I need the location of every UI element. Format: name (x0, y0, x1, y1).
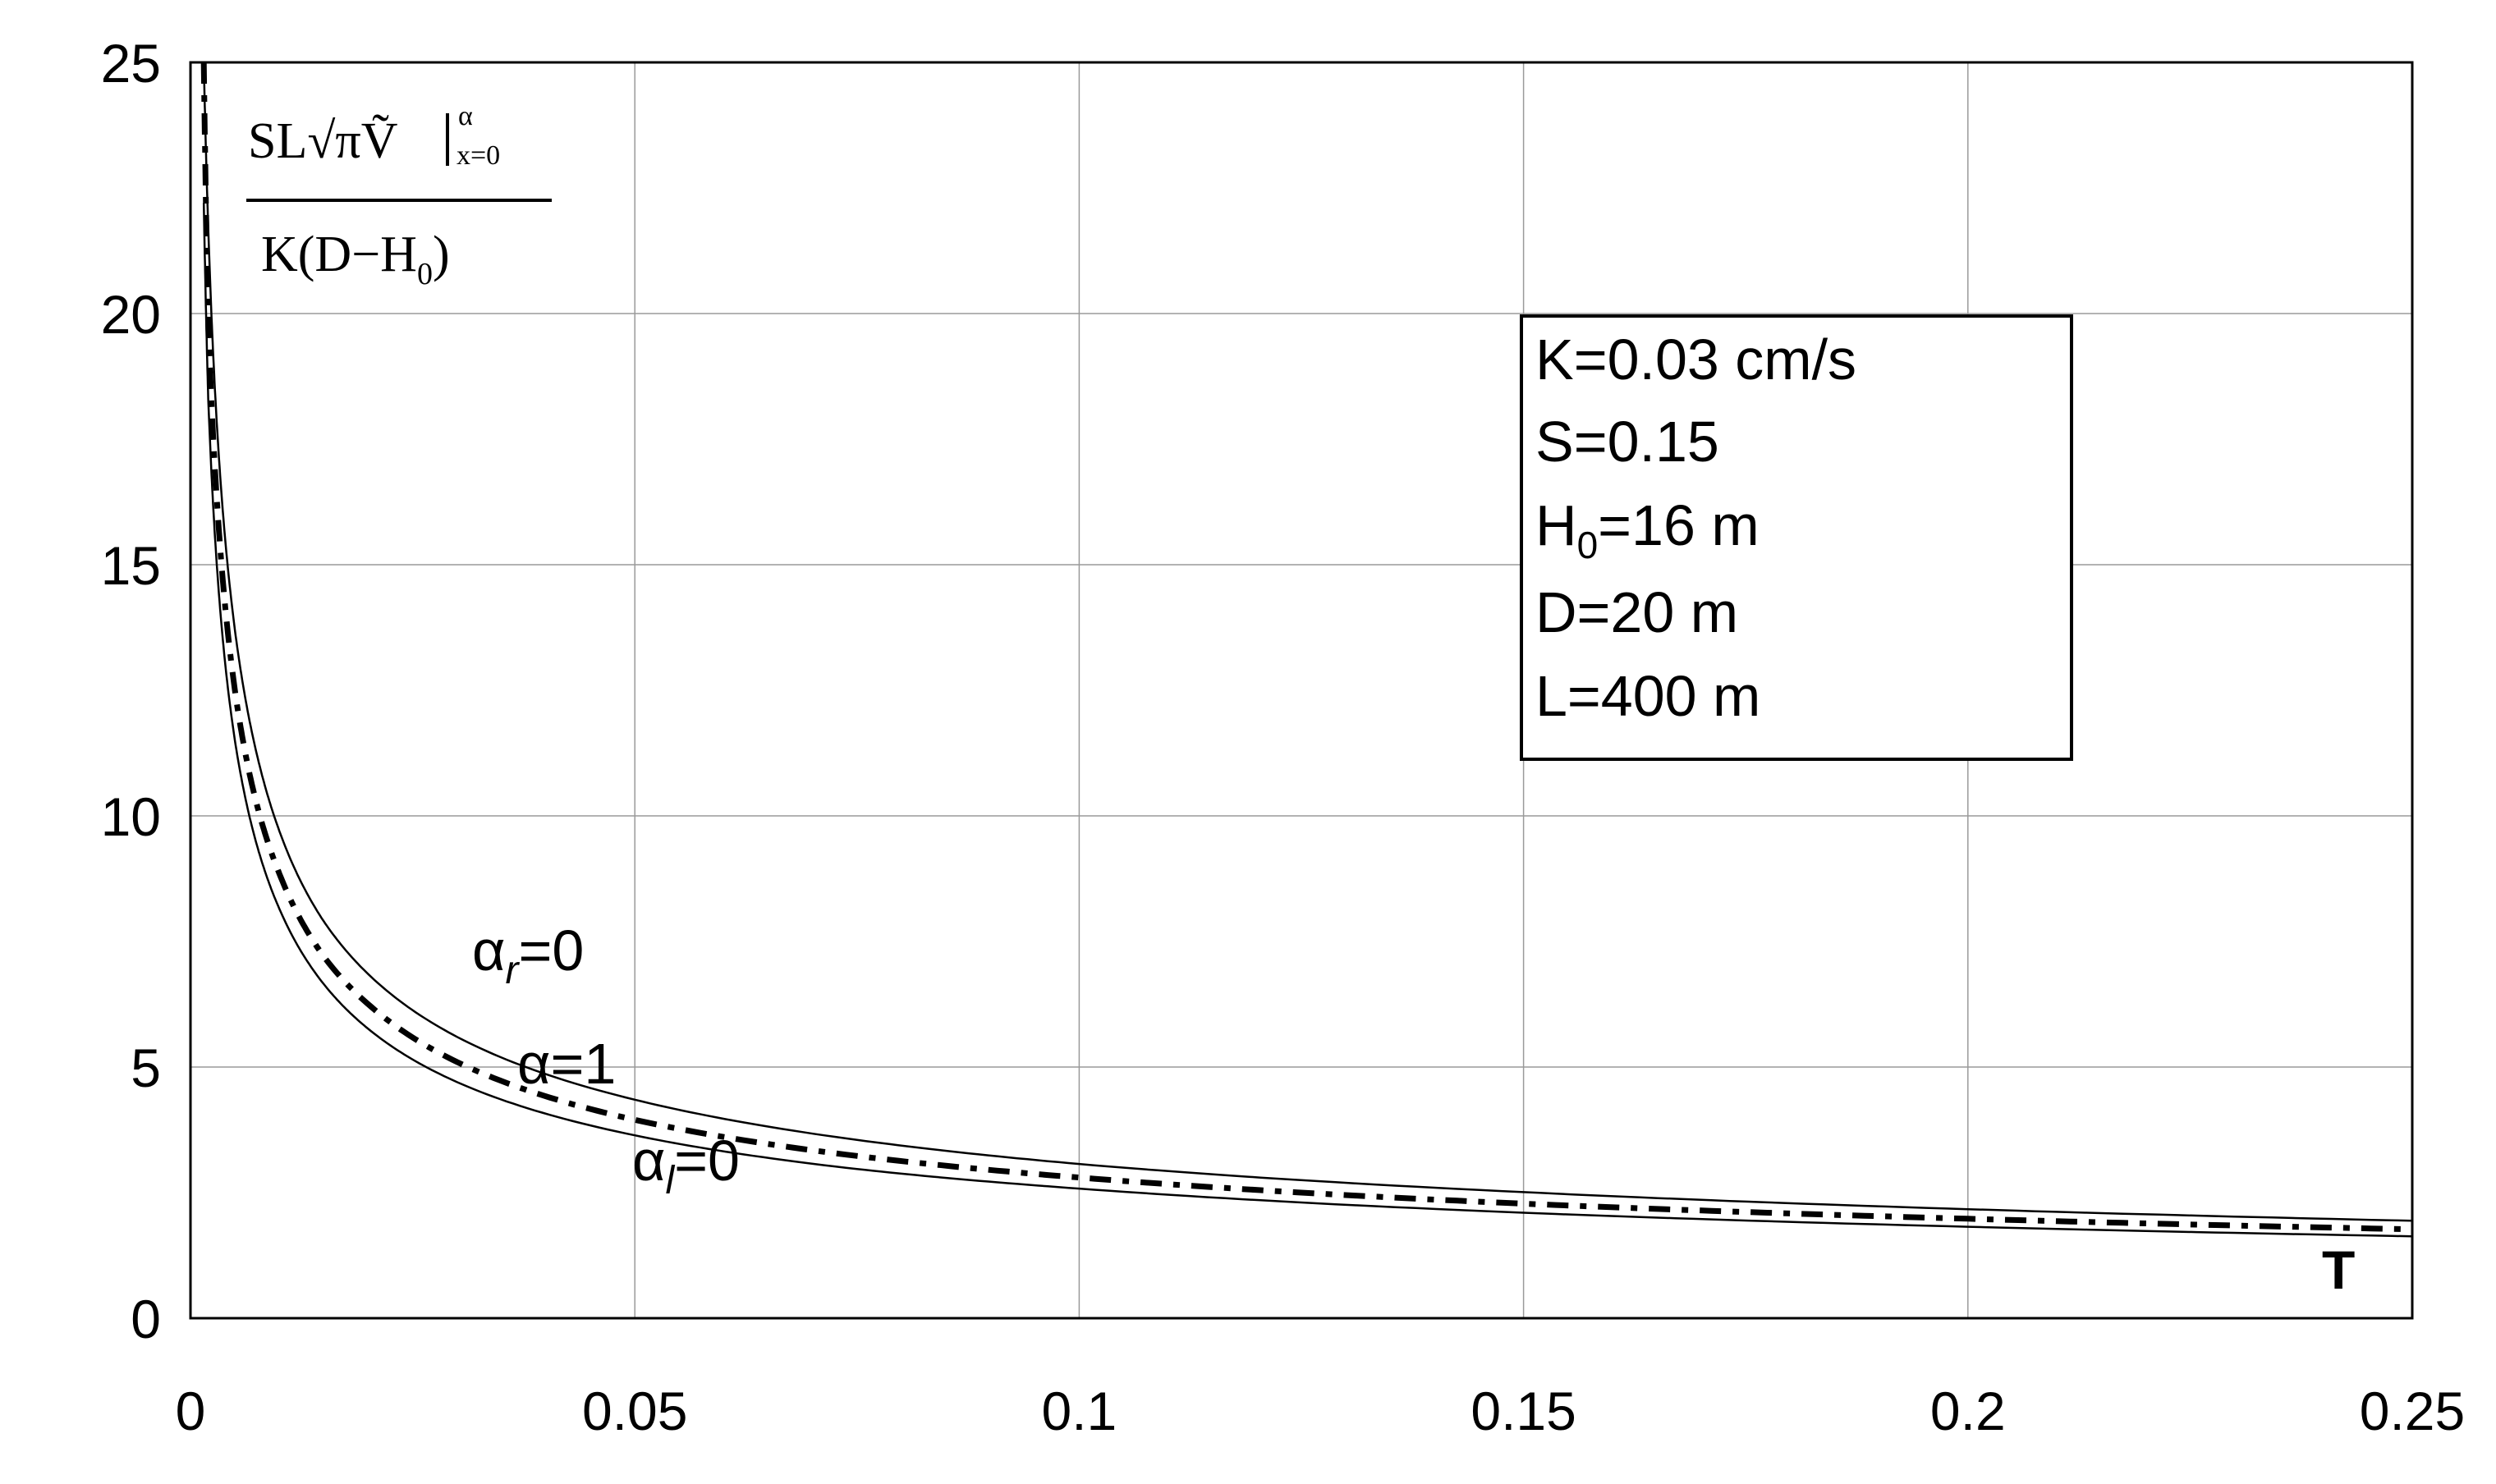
ylabel-denominator-main: K(D−H (261, 227, 417, 282)
series-layer (200, 62, 2413, 1238)
grid-lines (190, 62, 2412, 1318)
x-tick-label-3: 0.15 (1471, 1381, 1576, 1441)
parameter-box-frame (1520, 314, 2073, 761)
param-k: K=0.03 cm/s (1535, 327, 1856, 392)
x-tick-label-4: 0.2 (1930, 1381, 2006, 1441)
curve-label-alpha-r-main: α (472, 918, 505, 982)
param-h0: H0=16 m (1535, 493, 1760, 566)
x-axis-label: T (2322, 1239, 2355, 1300)
ylabel-subscript: x=0 (457, 140, 500, 171)
svg-text:SL√πṼ: SL√πṼ (248, 113, 398, 169)
param-s: S=0.15 (1535, 410, 1719, 474)
curve-label-alpha-1: α=1 (517, 1032, 616, 1096)
curve-label-alpha-r-rest: =0 (518, 918, 584, 982)
plot-area-frame (189, 61, 2414, 1320)
curve-label-alpha-l-main: α (632, 1129, 665, 1193)
curve-label-alpha-1-rest: =1 (550, 1032, 616, 1096)
curve-label-alpha-r: αr=0 (472, 918, 584, 992)
series-line-2 (202, 203, 2413, 1238)
ylabel-denominator-sub: 0 (417, 257, 433, 291)
y-axis-ticks: 0 5 10 15 20 25 (101, 33, 161, 1349)
ylabel-denominator-close: ) (433, 227, 450, 282)
x-tick-label-0: 0 (176, 1381, 206, 1441)
parameter-box: K=0.03 cm/s S=0.15 H0=16 m D=20 m L=400 … (1520, 314, 2073, 761)
ylabel-numerator: SL√π (248, 113, 361, 169)
y-tick-label-3: 15 (101, 535, 161, 596)
x-tick-label-2: 0.1 (1042, 1381, 1117, 1441)
curve-label-alpha-1-main: α (517, 1032, 550, 1096)
x-tick-label-5: 0.25 (2360, 1381, 2465, 1441)
y-tick-label-0: 0 (131, 1289, 161, 1349)
series-line-0 (202, 62, 2413, 1222)
param-h0-rest: =16 m (1598, 493, 1760, 557)
y-tick-label-2: 10 (101, 786, 161, 847)
ylabel-superscript: α (458, 101, 473, 131)
curve-label-alpha-l-rest: =0 (674, 1129, 740, 1193)
ylabel-numerator-var: Ṽ (361, 113, 398, 169)
param-l: L=400 m (1535, 664, 1760, 728)
series-line-1 (200, 62, 2413, 1233)
param-d: D=20 m (1535, 580, 1738, 644)
y-tick-label-5: 25 (101, 33, 161, 94)
param-h0-sub: 0 (1577, 524, 1599, 566)
x-axis-ticks: 0 0.05 0.1 0.15 0.2 0.25 (176, 1381, 2466, 1441)
x-tick-label-1: 0.05 (582, 1381, 687, 1441)
y-axis-label: SL√πṼ α x=0 K(D−H0) (246, 101, 552, 291)
curve-label-alpha-l: αl=0 (632, 1129, 740, 1202)
svg-text:K(D−H0): K(D−H0) (261, 227, 450, 291)
param-h0-main: H (1535, 493, 1577, 557)
y-tick-label-1: 5 (131, 1037, 161, 1098)
curve-label-alpha-l-sub: l (665, 1159, 675, 1202)
y-tick-label-4: 20 (101, 284, 161, 345)
curve-label-alpha-r-sub: r (505, 949, 520, 992)
